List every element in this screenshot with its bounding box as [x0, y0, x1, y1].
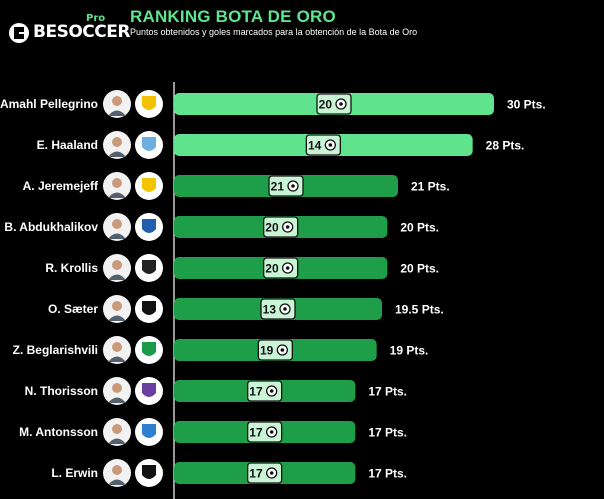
- goals-badge: 20: [263, 257, 299, 279]
- goals-value: 20: [319, 98, 333, 112]
- player-row: N. Thorisson 17 17 Pts.: [25, 377, 407, 405]
- points-label: 17 Pts.: [368, 385, 407, 399]
- player-row: L. Erwin 17 17 Pts.: [51, 459, 407, 487]
- player-name: R. Krollis: [45, 261, 98, 275]
- player-photo-icon: [103, 213, 131, 241]
- goals-value: 20: [265, 262, 279, 276]
- club-crest-icon: [135, 254, 163, 282]
- points-label: 17 Pts.: [368, 426, 407, 440]
- player-row: Z. Beglarishvili 19 19 Pts.: [13, 336, 429, 364]
- player-name: Amahl Pellegrino: [0, 97, 98, 111]
- club-crest-icon: [135, 90, 163, 118]
- soccer-ball-icon: [282, 221, 294, 233]
- goals-badge: 20: [263, 216, 299, 238]
- goals-value: 20: [265, 221, 279, 235]
- player-photo-icon: [103, 254, 131, 282]
- player-photo-icon: [103, 131, 131, 159]
- player-row: B. Abdukhalikov 20 20 Pts.: [4, 213, 439, 241]
- points-label: 21 Pts.: [411, 180, 450, 194]
- soccer-ball-icon: [282, 262, 294, 274]
- player-name: N. Thorisson: [25, 384, 98, 398]
- club-crest-icon: [135, 418, 163, 446]
- soccer-ball-icon: [335, 98, 347, 110]
- goals-badge: 17: [247, 421, 283, 443]
- player-photo-icon: [103, 295, 131, 323]
- player-photo-icon: [103, 418, 131, 446]
- besoccer-logo-icon: [9, 23, 29, 43]
- goals-value: 17: [249, 385, 263, 399]
- goals-badge: 20: [316, 93, 352, 115]
- goals-value: 17: [249, 426, 263, 440]
- chart-title: RANKING BOTA DE ORO: [130, 7, 336, 26]
- club-crest-icon: [135, 213, 163, 241]
- player-photo-icon: [103, 172, 131, 200]
- club-crest-icon: [135, 336, 163, 364]
- player-name: A. Jeremejeff: [23, 179, 99, 193]
- goals-badge: 14: [305, 134, 341, 156]
- player-name: B. Abdukhalikov: [4, 220, 98, 234]
- goals-badge: 19: [257, 339, 293, 361]
- points-label: 17 Pts.: [368, 467, 407, 481]
- player-row: R. Krollis 20 20 Pts.: [45, 254, 439, 282]
- points-label: 20 Pts.: [400, 262, 439, 276]
- brand-logo: BESOCCER Pro: [8, 13, 130, 46]
- soccer-ball-icon: [287, 180, 299, 192]
- player-name: L. Erwin: [51, 466, 98, 480]
- player-photo-icon: [103, 336, 131, 364]
- player-row: E. Haaland 14 28 Pts.: [37, 131, 525, 159]
- goals-badge: 17: [247, 380, 283, 402]
- player-name: M. Antonsson: [19, 425, 98, 439]
- soccer-ball-icon: [276, 344, 288, 356]
- soccer-ball-icon: [266, 426, 278, 438]
- points-label: 19 Pts.: [390, 344, 429, 358]
- club-crest-icon: [135, 459, 163, 487]
- chart-subtitle: Puntos obtenidos y goles marcados para l…: [130, 27, 418, 37]
- points-label: 30 Pts.: [507, 98, 546, 112]
- points-label: 19.5 Pts.: [395, 303, 444, 317]
- club-crest-icon: [135, 377, 163, 405]
- club-crest-icon: [135, 172, 163, 200]
- player-name: O. Sæter: [48, 302, 98, 316]
- goals-value: 19: [260, 344, 274, 358]
- player-row: A. Jeremejeff 21 21 Pts.: [23, 172, 450, 200]
- goals-value: 13: [263, 303, 277, 317]
- goals-value: 21: [271, 180, 285, 194]
- player-row: O. Sæter 13 19.5 Pts.: [48, 295, 444, 323]
- goals-badge: 13: [260, 298, 296, 320]
- player-name: E. Haaland: [37, 138, 98, 152]
- soccer-ball-icon: [324, 139, 336, 151]
- player-name: Z. Beglarishvili: [13, 343, 98, 357]
- player-row: Amahl Pellegrino 20 30 Pts.: [0, 90, 546, 118]
- goals-value: 14: [308, 139, 322, 153]
- player-row: M. Antonsson 17 17 Pts.: [19, 418, 407, 446]
- club-crest-icon: [135, 295, 163, 323]
- points-label: 20 Pts.: [400, 221, 439, 235]
- soccer-ball-icon: [279, 303, 291, 315]
- goals-badge: 17: [247, 462, 283, 484]
- player-photo-icon: [103, 377, 131, 405]
- brand-name: BESOCCER: [33, 22, 130, 42]
- points-label: 28 Pts.: [486, 139, 525, 153]
- soccer-ball-icon: [266, 467, 278, 479]
- goals-value: 17: [249, 467, 263, 481]
- brand-pro-badge: Pro: [86, 13, 106, 24]
- soccer-ball-icon: [266, 385, 278, 397]
- goals-badge: 21: [268, 175, 304, 197]
- player-photo-icon: [103, 90, 131, 118]
- club-crest-icon: [135, 131, 163, 159]
- player-photo-icon: [103, 459, 131, 487]
